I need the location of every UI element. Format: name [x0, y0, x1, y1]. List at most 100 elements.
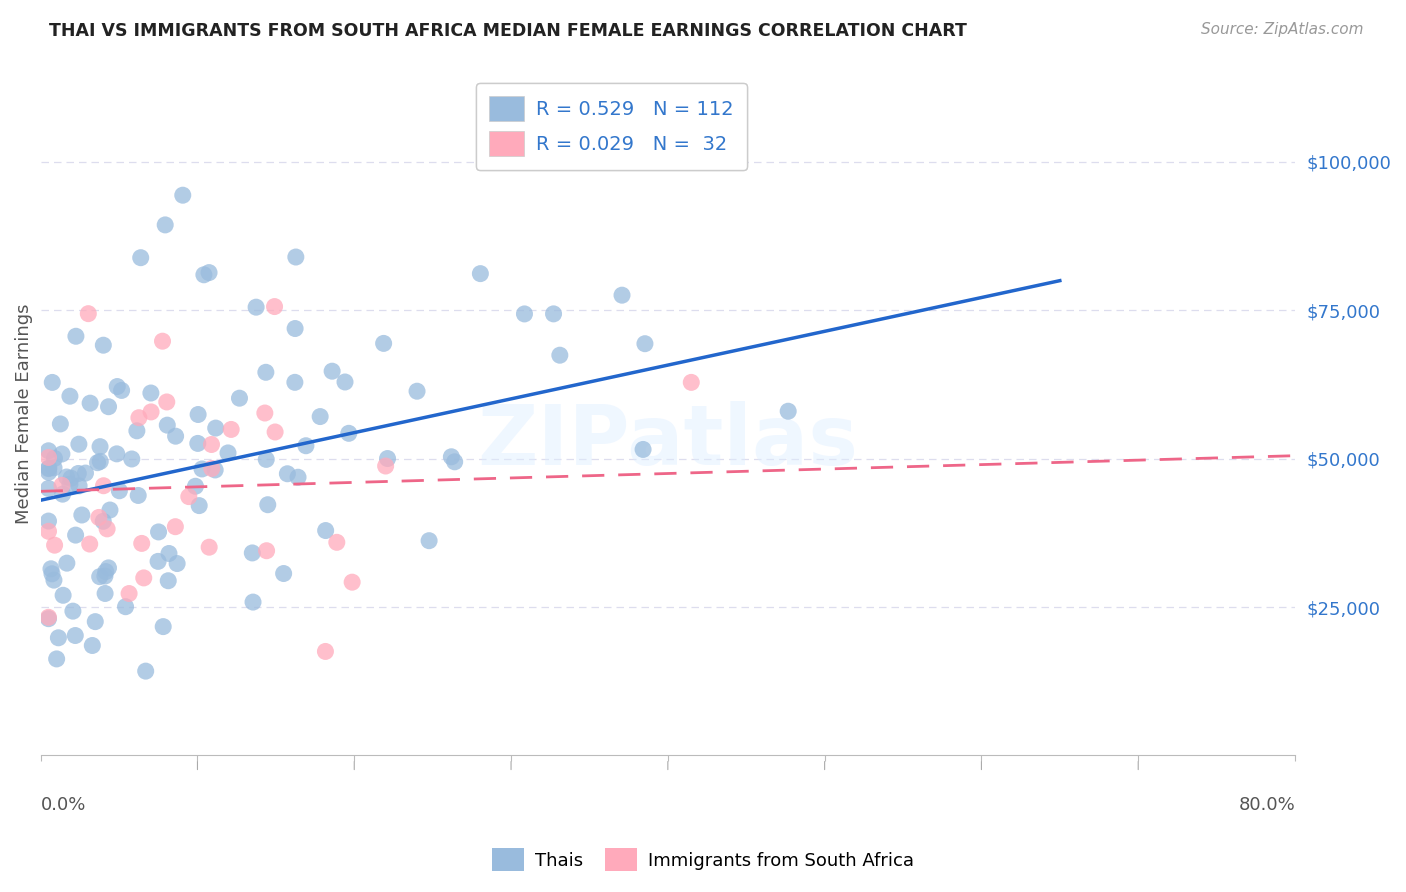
Point [37, 443, 59, 458]
Point [110, 384, 132, 398]
Point [153, 218, 176, 232]
Point [191, 462, 214, 476]
Point [156, 395, 179, 409]
Point [65, 329, 87, 343]
Point [67, 479, 90, 493]
Text: 80.0%: 80.0% [1239, 797, 1295, 814]
Point [55, 470, 77, 484]
Point [105, 379, 128, 393]
Point [634, 336, 657, 351]
Point [264, 425, 287, 439]
Point [373, 336, 395, 351]
Point [146, 554, 169, 568]
Point [240, 546, 263, 560]
Point [287, 470, 309, 484]
Point [37, 514, 59, 528]
Point [188, 499, 211, 513]
Point [418, 533, 440, 548]
Point [284, 376, 307, 390]
Point [156, 418, 179, 433]
Point [38, 461, 60, 475]
Point [217, 446, 239, 460]
Point [201, 461, 224, 475]
Point [295, 439, 318, 453]
Point [45, 652, 67, 666]
Point [610, 288, 633, 302]
Point [37, 612, 59, 626]
Point [75, 466, 97, 480]
Point [254, 365, 277, 379]
Point [70, 508, 93, 522]
Point [38, 465, 60, 479]
Point [548, 348, 571, 362]
Point [135, 664, 157, 678]
Point [48, 631, 70, 645]
Point [337, 426, 360, 441]
Point [41, 376, 63, 390]
Point [184, 479, 207, 493]
Point [91, 338, 114, 352]
Point [37, 450, 59, 465]
Point [59, 471, 82, 485]
Point [91, 514, 114, 528]
Point [513, 307, 536, 321]
Point [52, 588, 75, 602]
Point [276, 467, 298, 481]
Point [193, 268, 215, 282]
Point [166, 557, 188, 571]
Point [84, 615, 107, 629]
Point [62, 604, 84, 618]
Point [333, 375, 356, 389]
Point [377, 451, 399, 466]
Point [127, 488, 149, 502]
Point [87, 510, 110, 524]
Point [89, 440, 111, 454]
Point [326, 535, 349, 549]
Point [139, 386, 162, 401]
Point [97, 561, 120, 575]
Point [165, 519, 187, 533]
Point [631, 442, 654, 457]
Point [96, 522, 118, 536]
Point [200, 437, 222, 451]
Point [157, 547, 180, 561]
Point [52, 487, 75, 501]
Point [44, 538, 66, 552]
Point [129, 251, 152, 265]
Legend: R = 0.529   N = 112, R = 0.029   N =  32: R = 0.529 N = 112, R = 0.029 N = 32 [475, 83, 747, 169]
Point [125, 424, 148, 438]
Point [67, 467, 90, 481]
Point [59, 477, 82, 491]
Point [37, 524, 59, 539]
Point [37, 482, 59, 496]
Point [340, 575, 363, 590]
Point [93, 479, 115, 493]
Point [152, 619, 174, 633]
Point [263, 300, 285, 314]
Point [65, 528, 87, 542]
Point [65, 628, 87, 642]
Point [89, 569, 111, 583]
Point [67, 437, 90, 451]
Legend: Thais, Immigrants from South Africa: Thais, Immigrants from South Africa [485, 841, 921, 879]
Point [94, 569, 117, 583]
Point [37, 461, 59, 475]
Point [315, 524, 337, 538]
Point [132, 571, 155, 585]
Point [187, 436, 209, 450]
Point [148, 524, 170, 539]
Point [121, 452, 143, 467]
Point [256, 498, 278, 512]
Point [82, 639, 104, 653]
Point [374, 458, 396, 473]
Point [56, 556, 79, 570]
Point [79, 396, 101, 410]
Point [204, 463, 226, 477]
Point [177, 490, 200, 504]
Point [44, 451, 66, 466]
Point [681, 376, 703, 390]
Point [51, 478, 73, 492]
Text: 0.0%: 0.0% [41, 797, 86, 814]
Point [321, 364, 343, 378]
Point [98, 503, 121, 517]
